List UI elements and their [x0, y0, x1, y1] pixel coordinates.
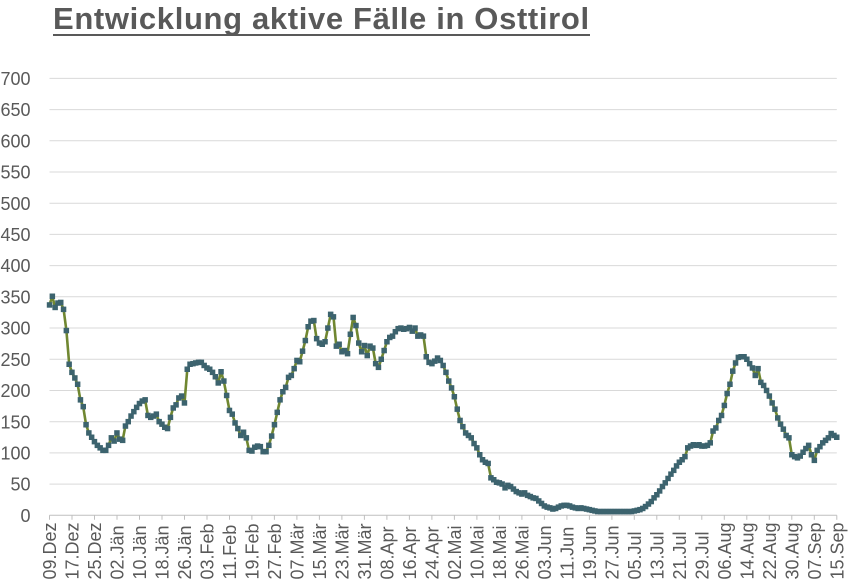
svg-text:26.Mai: 26.Mai: [512, 525, 532, 579]
svg-text:05.Jul: 05.Jul: [625, 531, 645, 579]
svg-text:27.Jun: 27.Jun: [602, 525, 622, 579]
svg-text:26.Jän: 26.Jän: [175, 525, 195, 579]
svg-text:15.Sep: 15.Sep: [827, 522, 847, 579]
svg-text:10.Mai: 10.Mai: [467, 525, 487, 579]
svg-text:150: 150: [0, 412, 30, 432]
svg-text:13.Jul: 13.Jul: [647, 531, 667, 579]
svg-text:18.Jän: 18.Jän: [153, 525, 173, 579]
svg-text:11.Jun: 11.Jun: [557, 527, 577, 580]
svg-text:200: 200: [0, 381, 30, 401]
svg-text:30.Aug: 30.Aug: [782, 522, 802, 579]
svg-text:0: 0: [20, 506, 30, 526]
svg-text:16.Apr: 16.Apr: [400, 526, 420, 579]
svg-text:550: 550: [0, 163, 30, 183]
svg-text:50: 50: [10, 475, 30, 495]
svg-text:15.Mär: 15.Mär: [310, 523, 330, 579]
svg-text:03.Jun: 03.Jun: [535, 525, 555, 579]
svg-text:02.Mai: 02.Mai: [445, 525, 465, 579]
svg-text:Entwicklung aktive Fälle in Os: Entwicklung aktive Fälle in Osttirol: [53, 1, 590, 36]
svg-text:17.Dez: 17.Dez: [63, 522, 83, 579]
svg-text:600: 600: [0, 131, 30, 151]
svg-text:02.Jän: 02.Jän: [108, 525, 128, 579]
svg-text:450: 450: [0, 225, 30, 245]
svg-text:06.Aug: 06.Aug: [715, 522, 735, 579]
svg-text:350: 350: [0, 287, 30, 307]
svg-text:23.Mär: 23.Mär: [332, 523, 352, 579]
svg-text:27.Feb: 27.Feb: [265, 523, 285, 579]
svg-text:29.Jul: 29.Jul: [692, 531, 712, 579]
svg-text:03.Feb: 03.Feb: [198, 523, 218, 579]
svg-text:300: 300: [0, 319, 30, 339]
svg-text:400: 400: [0, 256, 30, 276]
svg-text:09.Dez: 09.Dez: [40, 522, 60, 579]
svg-text:19.Jun: 19.Jun: [580, 525, 600, 579]
svg-text:22.Aug: 22.Aug: [760, 522, 780, 579]
svg-text:24.Apr: 24.Apr: [422, 526, 442, 579]
svg-text:650: 650: [0, 100, 30, 120]
svg-text:700: 700: [0, 69, 30, 89]
svg-text:18.Mai: 18.Mai: [490, 525, 510, 579]
svg-text:21.Jul: 21.Jul: [670, 531, 690, 579]
svg-text:250: 250: [0, 350, 30, 370]
svg-text:31.Mär: 31.Mär: [355, 523, 375, 579]
svg-text:07.Sep: 07.Sep: [805, 522, 825, 579]
svg-text:100: 100: [0, 444, 30, 464]
svg-text:25.Dez: 25.Dez: [85, 522, 105, 579]
svg-text:11.Feb: 11.Feb: [220, 525, 240, 580]
svg-text:07.Mär: 07.Mär: [287, 523, 307, 579]
svg-text:19.Feb: 19.Feb: [242, 523, 262, 579]
svg-text:08.Apr: 08.Apr: [377, 526, 397, 579]
svg-text:500: 500: [0, 194, 30, 214]
svg-text:14.Aug: 14.Aug: [737, 522, 757, 579]
svg-text:10.Jän: 10.Jän: [130, 525, 150, 579]
